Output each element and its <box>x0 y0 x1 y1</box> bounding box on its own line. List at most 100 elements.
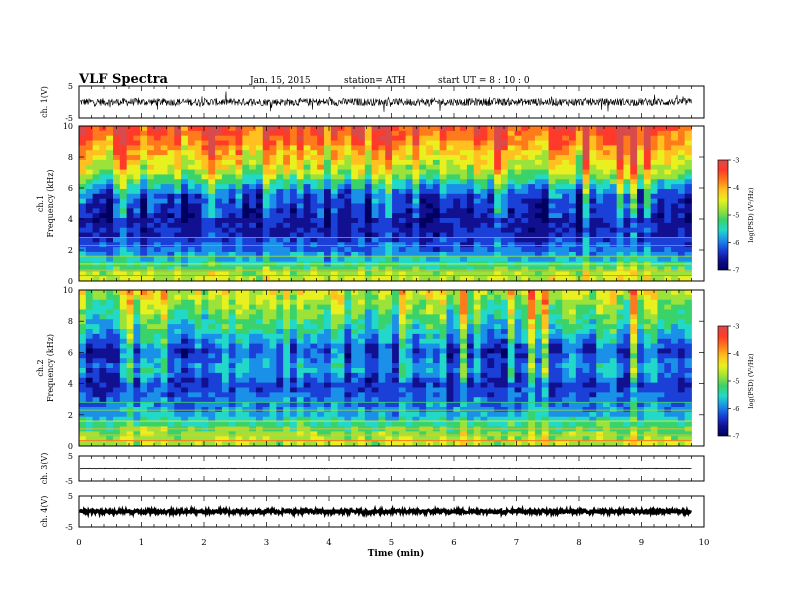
spectrogram-cell <box>616 227 624 233</box>
spectrogram-cell <box>276 309 284 315</box>
spectrogram-cell <box>140 188 148 195</box>
spectrogram-cell <box>385 179 393 185</box>
spectrogram-cell <box>276 294 284 301</box>
spectrogram-cell <box>582 348 590 354</box>
spectrogram-cell <box>215 314 223 320</box>
spectrogram-cell <box>419 338 427 345</box>
spectrogram-cell <box>657 348 665 354</box>
spectrogram-cell <box>187 247 196 253</box>
spectrogram-cell <box>596 309 604 315</box>
spectrogram-cell <box>330 184 339 190</box>
spectrogram-cell <box>119 208 128 214</box>
spectrogram-cell <box>466 387 475 393</box>
spectrogram-cell <box>405 208 413 214</box>
spectrogram-cell <box>221 299 230 306</box>
spectrogram-cell <box>113 368 121 374</box>
spectrogram-cell <box>364 130 373 137</box>
spectrogram-cell <box>432 247 441 253</box>
spectrogram-cell <box>616 150 624 156</box>
spectrogram-cell <box>664 377 672 384</box>
spectrogram-cell <box>113 218 121 224</box>
spectrogram-cell <box>528 256 536 263</box>
spectrogram-cell <box>664 140 672 146</box>
spectrogram-cell <box>337 232 345 238</box>
spectrogram-cell <box>589 348 597 354</box>
spectrogram-cell <box>419 358 427 364</box>
spectrogram-cell <box>480 155 488 161</box>
spectrogram-cell <box>160 227 168 233</box>
spectrogram-cell <box>439 343 447 349</box>
spectrogram-cell <box>582 372 590 379</box>
spectrogram-cell <box>344 324 352 330</box>
spectrogram-cell <box>453 348 461 354</box>
spectrogram-cell <box>330 294 339 301</box>
spectrogram-cell <box>385 218 393 224</box>
spectrogram-cell <box>317 329 325 335</box>
spectrogram-cell <box>276 290 284 296</box>
spectrogram-cell <box>460 299 468 306</box>
spectrogram-cell <box>419 324 427 330</box>
spectrogram-cell <box>337 271 345 277</box>
spectrogram-cell <box>555 304 563 310</box>
spectrogram-cell <box>187 299 196 306</box>
spectrogram-cell <box>119 130 128 137</box>
spectrogram-cell <box>562 251 570 258</box>
spectrogram-cell <box>637 324 645 330</box>
spectrogram-cell <box>167 155 175 161</box>
spectrogram-cell <box>466 218 475 224</box>
spectrogram-cell <box>337 227 345 233</box>
spectrogram-cell <box>324 135 332 141</box>
spectrogram-cell <box>460 251 468 258</box>
spectrogram-cell <box>609 140 618 146</box>
spectrogram-cell <box>310 294 318 301</box>
spectrogram-cell <box>269 314 277 320</box>
spectrogram-cell <box>364 314 373 320</box>
spectrogram-cell <box>507 247 515 253</box>
spectrogram-cell <box>153 174 162 180</box>
spectrogram-cell <box>494 333 502 340</box>
spectrogram-cell <box>140 338 148 345</box>
spectrogram-cell <box>671 126 679 132</box>
spectrogram-cell <box>296 159 304 166</box>
spectrogram-cell <box>589 140 597 146</box>
spectrogram-cell <box>419 276 427 282</box>
spectrogram-cell <box>147 126 155 132</box>
spectrogram-cell <box>637 203 645 209</box>
spectrogram-cell <box>616 333 624 340</box>
spectrogram-cell <box>119 159 128 166</box>
spectrogram-cell <box>310 164 318 170</box>
spectrogram-cell <box>555 338 563 345</box>
spectrogram-cell <box>378 338 386 345</box>
spectrogram-cell <box>514 377 522 384</box>
spectrogram-cell <box>575 237 584 243</box>
spectrogram-cell <box>446 198 454 204</box>
spectrogram-cell <box>541 353 549 359</box>
spectrogram-cell <box>235 164 243 170</box>
spectrogram-cell <box>548 135 556 141</box>
spectrogram-cell <box>432 208 441 214</box>
spectrogram-cell <box>221 242 230 248</box>
spectrogram-cell <box>330 213 339 219</box>
spectrogram-cell <box>514 251 522 258</box>
spectrogram-cell <box>106 333 114 340</box>
spectrogram-cell <box>453 179 461 185</box>
spectrogram-cell <box>473 324 481 330</box>
spectrogram-cell <box>303 309 311 315</box>
spectrogram-cell <box>235 184 243 190</box>
spectrogram-cell <box>303 256 311 263</box>
spectrogram-cell <box>575 140 584 146</box>
spectrogram-cell <box>364 276 373 282</box>
spectrogram-cell <box>85 203 94 209</box>
spectrogram-cell <box>160 130 168 137</box>
spectrogram-cell <box>623 333 631 340</box>
spectrogram-cell <box>181 324 189 330</box>
spectrogram-cell <box>405 135 413 141</box>
spectrogram-cell <box>310 193 318 200</box>
spectrogram-cell <box>208 294 216 301</box>
spectrogram-cell <box>439 145 447 151</box>
spectrogram-cell <box>671 188 679 195</box>
spectrogram-cell <box>92 135 100 141</box>
spectrogram-cell <box>147 333 155 340</box>
spectrogram-cell <box>392 338 400 345</box>
